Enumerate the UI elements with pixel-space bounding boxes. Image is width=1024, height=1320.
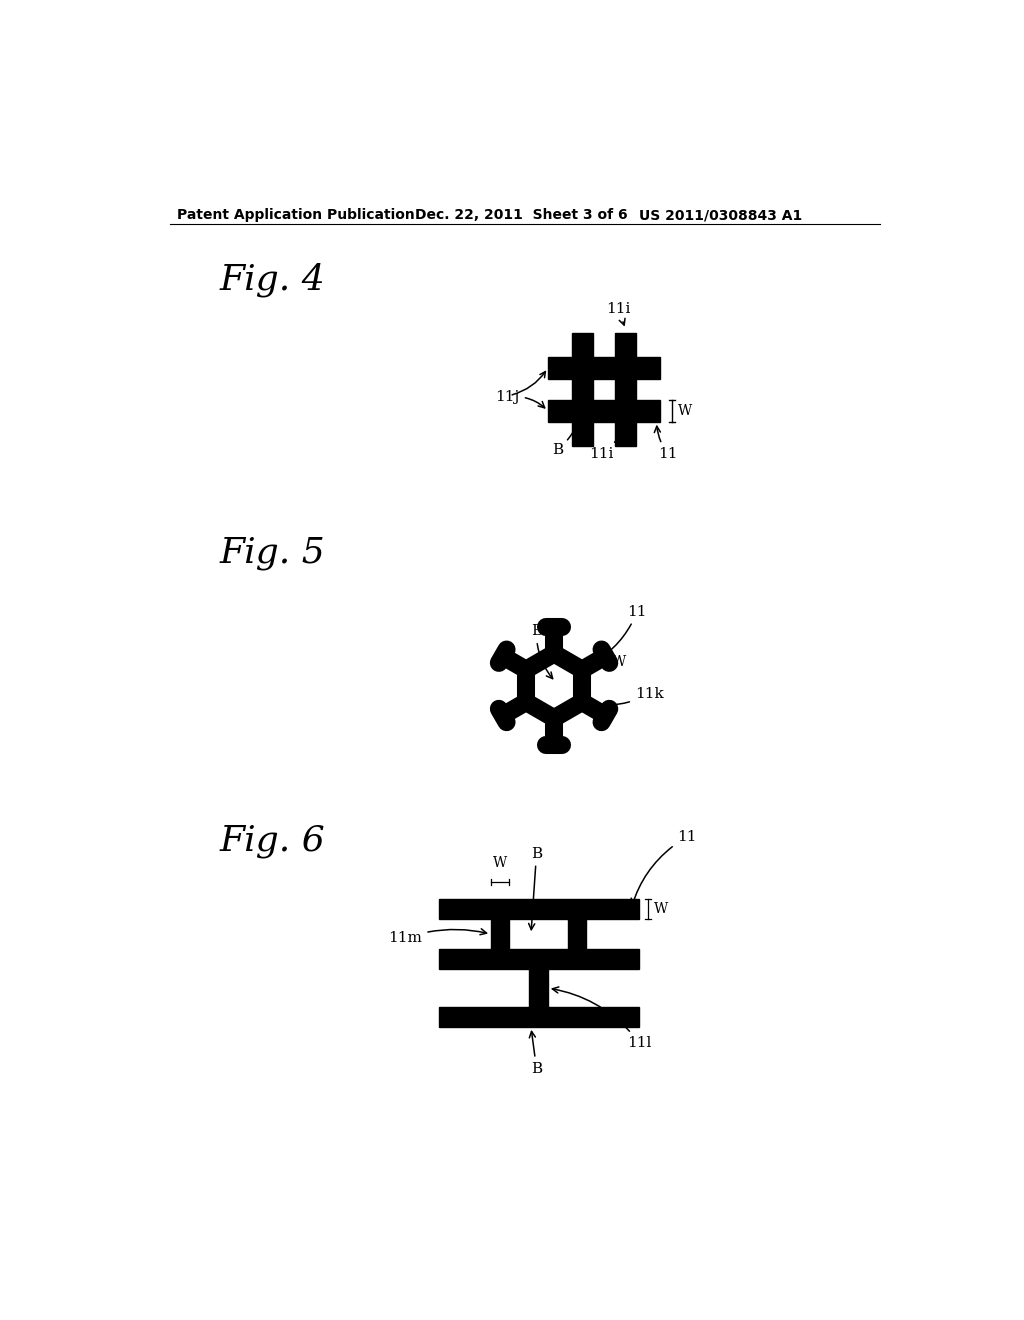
Bar — [529, 969, 548, 1007]
Text: B: B — [552, 416, 583, 457]
Text: 11i: 11i — [589, 432, 624, 461]
Text: 11: 11 — [654, 426, 678, 461]
Bar — [438, 1007, 639, 1027]
Bar — [614, 333, 637, 446]
Text: Fig. 5: Fig. 5 — [219, 536, 325, 570]
Bar — [438, 899, 639, 919]
Text: W: W — [493, 855, 507, 870]
Bar — [548, 400, 660, 422]
Bar — [490, 919, 509, 949]
Text: W: W — [678, 404, 692, 418]
Text: W: W — [654, 902, 669, 916]
Text: US 2011/0308843 A1: US 2011/0308843 A1 — [639, 209, 802, 223]
Text: B: B — [528, 846, 542, 929]
Text: 11m: 11m — [388, 929, 486, 945]
Text: 11l: 11l — [552, 987, 651, 1051]
Bar — [568, 919, 587, 949]
Text: W: W — [611, 655, 626, 669]
Text: 11i: 11i — [606, 302, 631, 325]
Text: Fig. 6: Fig. 6 — [219, 825, 325, 858]
Text: 11: 11 — [631, 830, 696, 904]
Text: B: B — [531, 624, 553, 678]
Text: Fig. 4: Fig. 4 — [219, 263, 325, 297]
Text: B: B — [529, 1031, 542, 1076]
Text: 11k: 11k — [587, 686, 664, 708]
Text: 11: 11 — [590, 605, 647, 664]
Text: Patent Application Publication: Patent Application Publication — [177, 209, 415, 223]
Bar — [571, 333, 593, 446]
Text: 11j: 11j — [496, 391, 545, 408]
Text: Dec. 22, 2011  Sheet 3 of 6: Dec. 22, 2011 Sheet 3 of 6 — [416, 209, 628, 223]
Bar — [548, 358, 660, 379]
Bar — [438, 949, 639, 969]
